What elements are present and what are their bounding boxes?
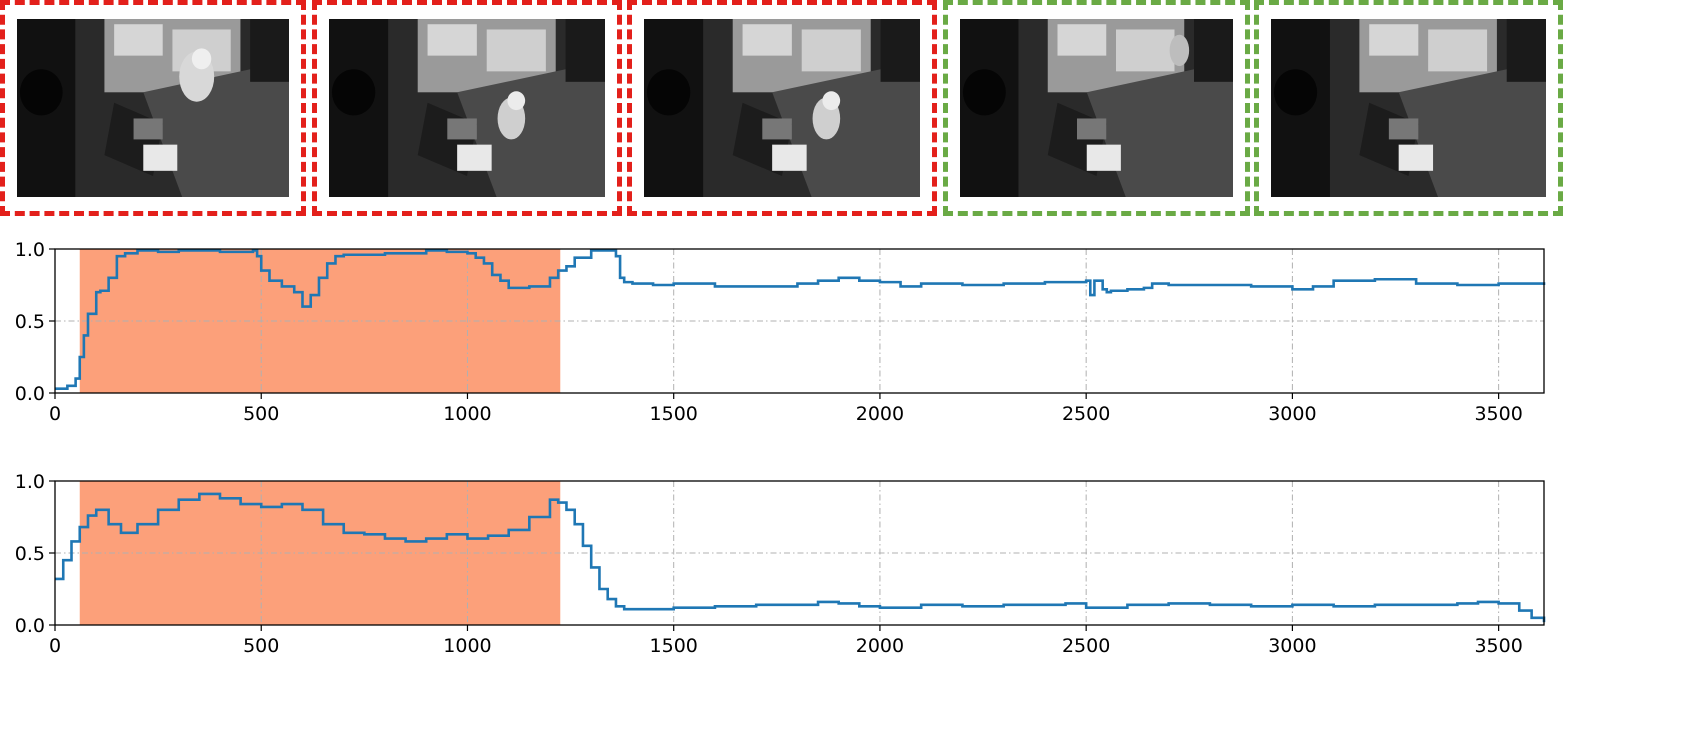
y-tick-label: 0.0: [15, 615, 45, 637]
surveillance-frame-image: [1271, 19, 1546, 197]
frame-3: [627, 0, 937, 216]
frame-scene: [960, 19, 1233, 197]
video-frames-strip: [0, 0, 1700, 220]
chart-panel-2: 0 500 1000 1500 2000 2500 3000 3500 0.0 0.5 1.0: [15, 471, 1546, 657]
x-tick-label: 3500: [1474, 403, 1522, 425]
surveillance-frame-image: [17, 19, 289, 197]
frame-2: [312, 0, 622, 216]
x-tick-label: 1000: [443, 403, 491, 425]
x-tick-label: 2500: [1062, 635, 1110, 657]
x-tick-label: 1500: [650, 403, 698, 425]
surveillance-frame-image: [960, 19, 1233, 197]
x-tick-label: 2500: [1062, 403, 1110, 425]
x-tick-label: 3000: [1268, 403, 1316, 425]
x-tick-label: 1000: [443, 635, 491, 657]
frame-scene: [1271, 19, 1546, 197]
y-tick-label: 1.0: [15, 471, 45, 493]
y-tick-label: 1.0: [15, 239, 45, 261]
y-tick-label: 0.5: [15, 311, 45, 333]
score-series-line: [55, 249, 1546, 390]
frame-5: [1254, 0, 1563, 216]
frame-scene: [329, 19, 605, 197]
frame-4: [943, 0, 1250, 216]
y-tick-label: 0.5: [15, 543, 45, 565]
surveillance-frame-image: [644, 19, 920, 197]
surveillance-frame-image: [329, 19, 605, 197]
frame-scene: [17, 19, 289, 197]
x-tick-label: 2000: [856, 403, 904, 425]
score-series-line: [55, 492, 1546, 623]
frame-1: [0, 0, 306, 216]
x-tick-label: 0: [49, 403, 61, 425]
x-tick-label: 1500: [650, 635, 698, 657]
x-tick-label: 2000: [856, 635, 904, 657]
chart-panel-1: 0 500 1000 1500 2000 2500 3000 3500 0.0 0.5 1.0: [15, 239, 1546, 425]
x-tick-label: 0: [49, 635, 61, 657]
x-tick-label: 500: [243, 635, 279, 657]
y-tick-label: 0.0: [15, 383, 45, 405]
frame-scene: [644, 19, 920, 197]
x-tick-label: 3500: [1474, 635, 1522, 657]
x-tick-label: 500: [243, 403, 279, 425]
x-tick-label: 3000: [1268, 635, 1316, 657]
